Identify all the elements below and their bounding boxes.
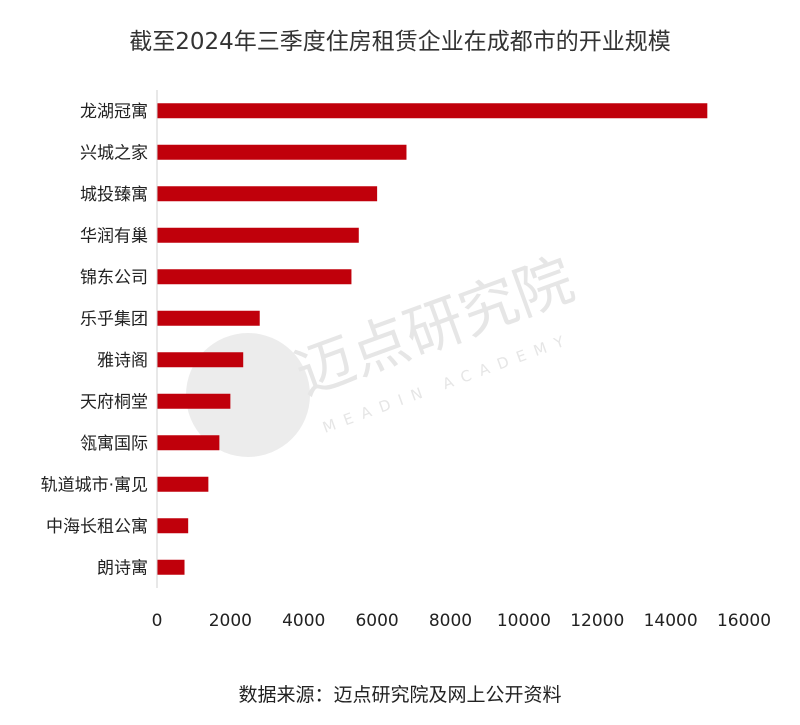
bar <box>157 103 708 119</box>
data-source: 数据来源：迈点研究院及网上公开资料 <box>238 684 562 706</box>
category-label: 乐乎集团 <box>80 309 148 329</box>
x-tick-label: 14000 <box>644 611 698 631</box>
x-tick-label: 16000 <box>717 611 771 631</box>
x-tick-label: 2000 <box>209 611 252 631</box>
x-tick-label: 8000 <box>429 611 472 631</box>
category-label: 雅诗阁 <box>97 351 148 371</box>
category-labels: 龙湖冠寓兴城之家城投臻寓华润有巢锦东公司乐乎集团雅诗阁天府桐堂瓴寓国际轨道城市·… <box>41 102 148 579</box>
chart-title: 截至2024年三季度住房租赁企业在成都市的开业规模 <box>129 29 671 55</box>
bars-group <box>157 103 708 575</box>
category-label: 兴城之家 <box>80 143 148 163</box>
x-tick-label: 12000 <box>570 611 624 631</box>
bar <box>157 310 260 326</box>
bar <box>157 476 209 492</box>
category-label: 天府桐堂 <box>80 392 148 412</box>
category-label: 轨道城市·寓见 <box>41 475 148 495</box>
category-label: 瓴寓国际 <box>80 434 148 454</box>
bar <box>157 352 244 368</box>
bar <box>157 144 407 160</box>
category-label: 城投臻寓 <box>80 185 148 205</box>
bar <box>157 269 352 285</box>
x-tick-label: 10000 <box>497 611 551 631</box>
bar <box>157 518 189 534</box>
bar <box>157 227 359 243</box>
x-tick-label: 4000 <box>282 611 325 631</box>
category-label: 锦东公司 <box>80 268 148 288</box>
bar <box>157 186 378 202</box>
x-tick-label: 0 <box>152 611 163 631</box>
bar <box>157 435 220 451</box>
category-label: 中海长租公寓 <box>46 517 148 537</box>
category-label: 朗诗寓 <box>97 558 148 578</box>
x-tick-label: 6000 <box>355 611 398 631</box>
category-label: 龙湖冠寓 <box>80 102 148 122</box>
bar <box>157 393 231 409</box>
category-label: 华润有巢 <box>80 226 148 246</box>
x-tick-labels: 0 2000 4000 6000 8000 10000 12000 14000 16000 <box>152 611 771 631</box>
bar <box>157 559 185 575</box>
